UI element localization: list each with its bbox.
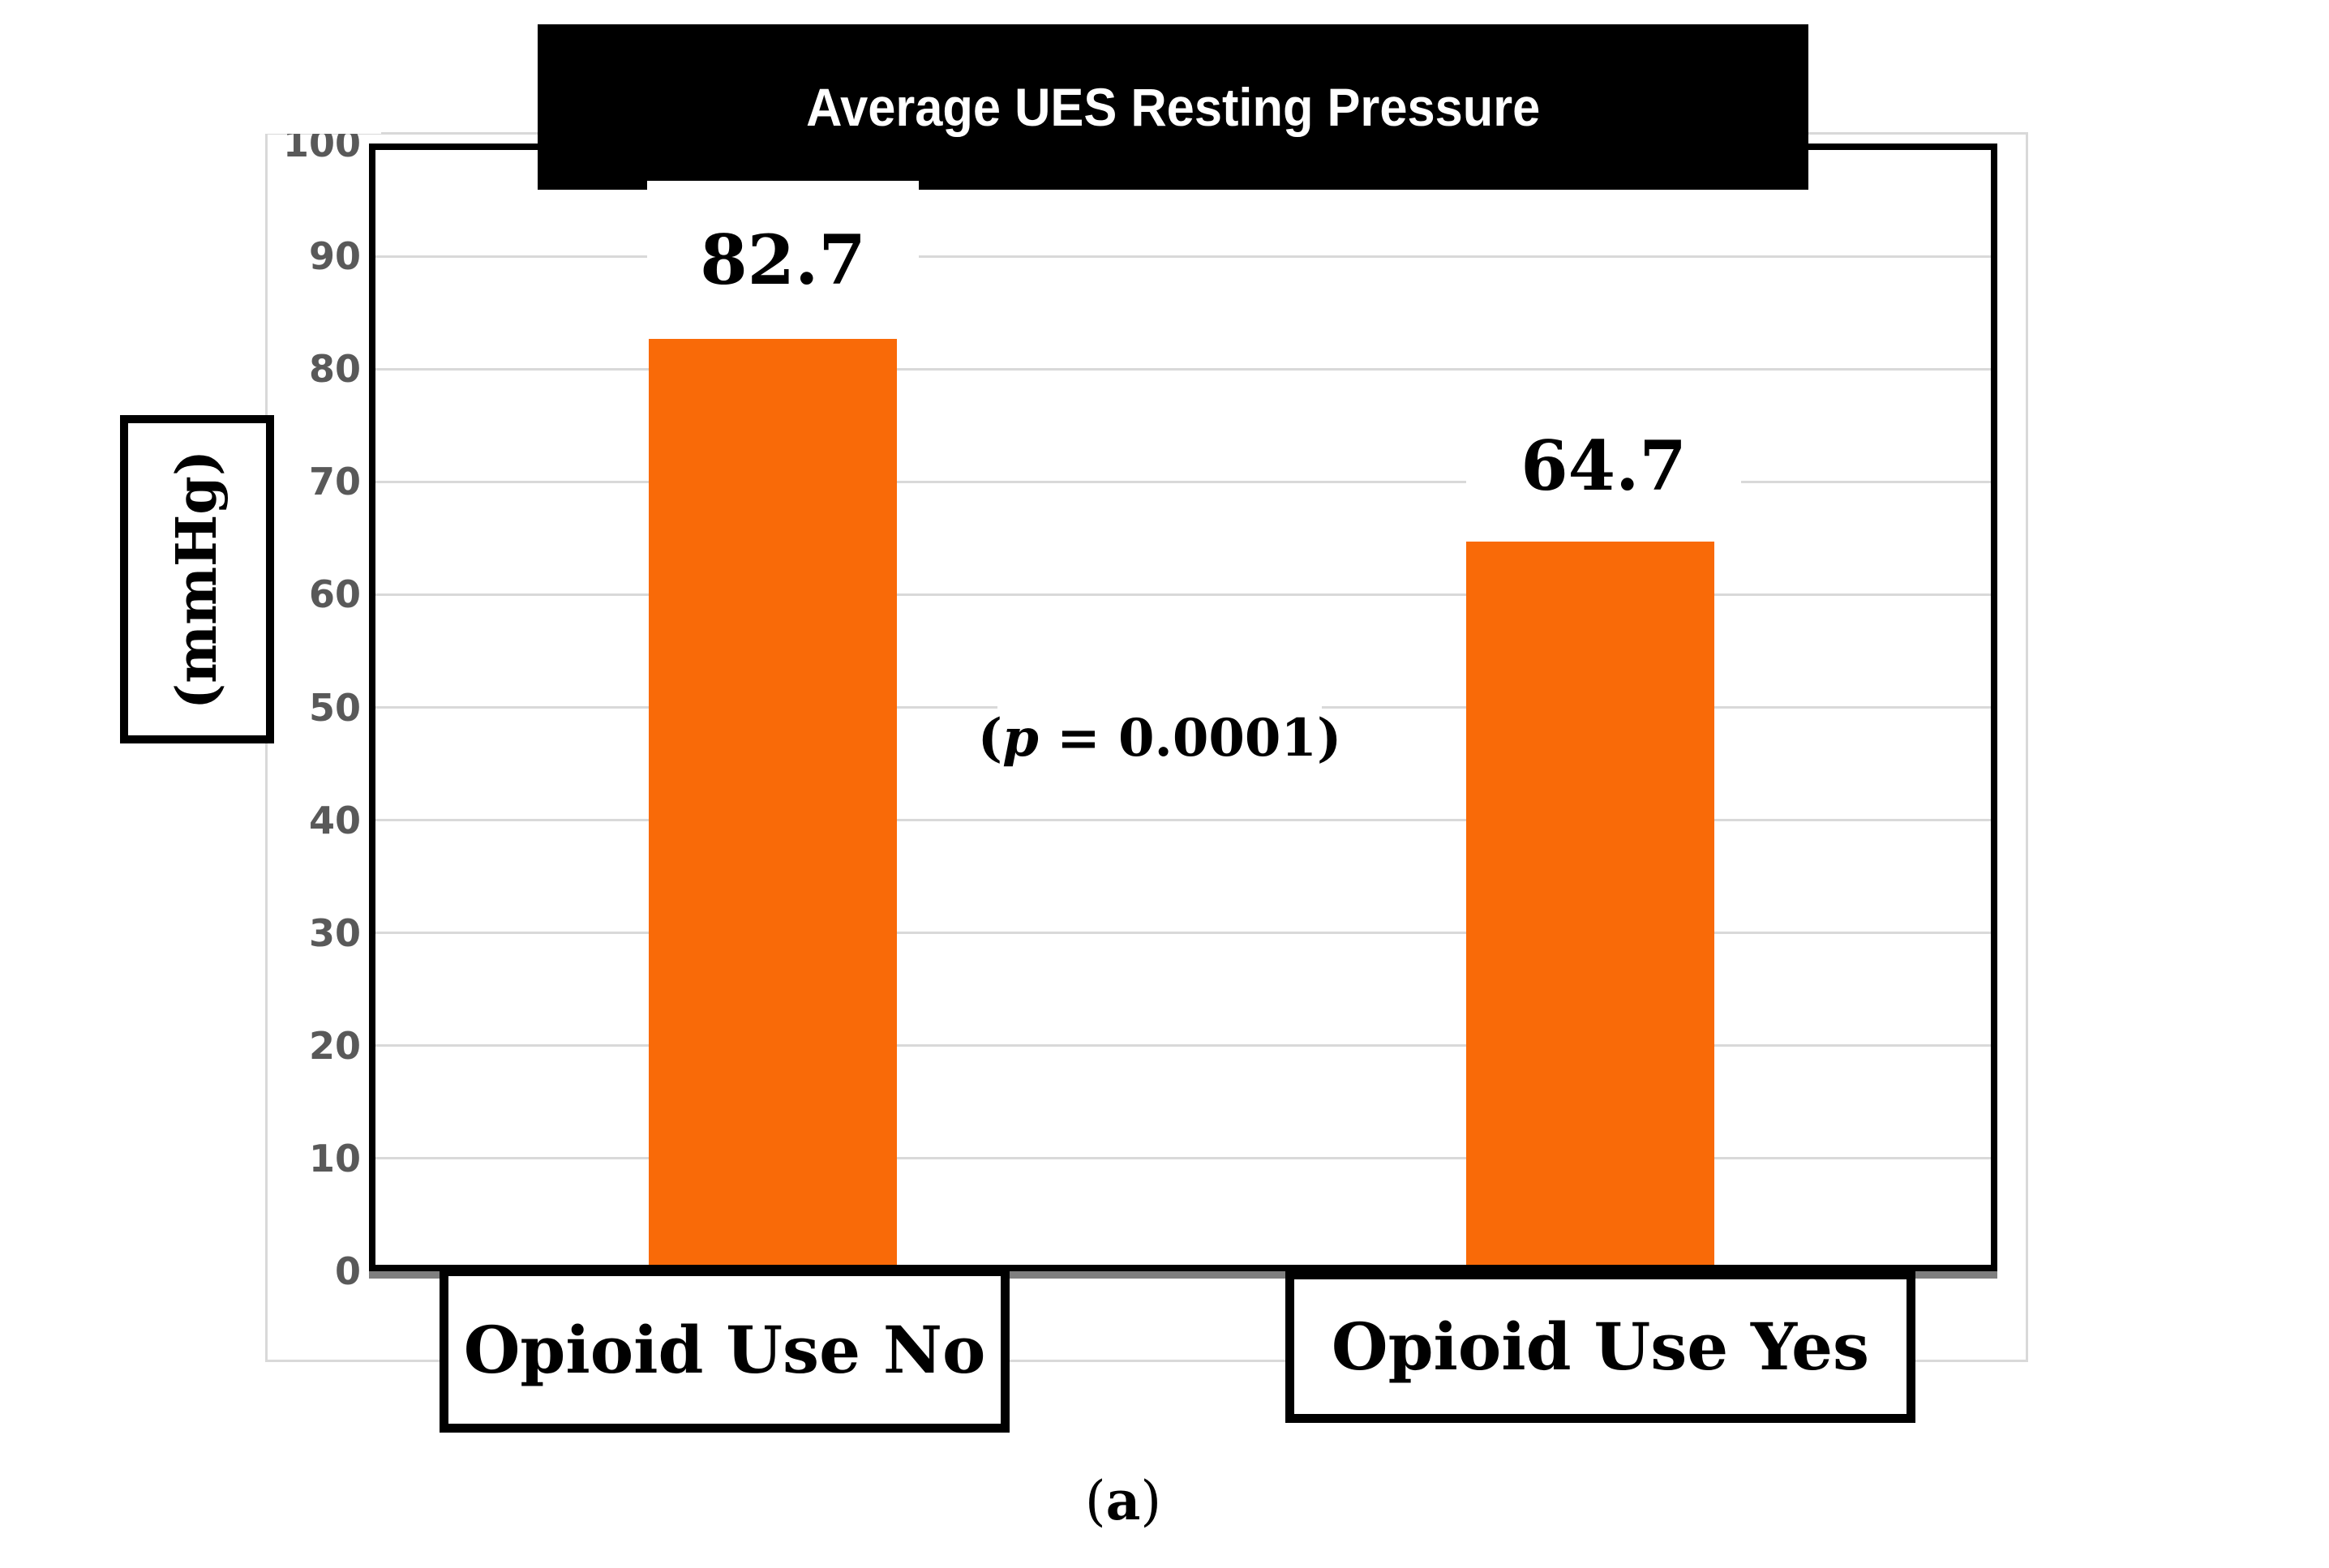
annotation-rest: = 0.0001)	[1038, 707, 1342, 769]
gridline-80	[369, 367, 1997, 371]
gridline-10	[369, 1157, 1997, 1160]
y-tick-label-30: 30	[308, 910, 361, 955]
annotation-p-symbol: p	[1002, 707, 1039, 769]
y-tick-label-70: 70	[308, 460, 361, 504]
plot-area	[369, 144, 1997, 1271]
gridline-30	[369, 932, 1997, 935]
gridline-70	[369, 480, 1997, 483]
y-tick-label-90: 90	[308, 234, 361, 279]
x-axis-line	[369, 1271, 1997, 1279]
value-label-opioid-use-no: 82.7	[700, 220, 866, 300]
chart-title: Average UES Resting Pressure	[805, 77, 1541, 137]
y-tick-label-50: 50	[308, 685, 361, 730]
y-axis-label-box: (mmHg)	[120, 415, 274, 743]
y-tick-label-0: 0	[334, 1249, 361, 1293]
y-tick-label-40: 40	[308, 798, 361, 842]
gridline-90	[369, 255, 1997, 258]
category-label-opioid-use-no: Opioid Use No	[463, 1312, 986, 1388]
gridline-60	[369, 593, 1997, 596]
category-label-opioid-use-yes: Opioid Use Yes	[1331, 1309, 1870, 1385]
y-tick-label-10: 10	[308, 1136, 361, 1180]
value-label-opioid-use-yes: 64.7	[1520, 425, 1687, 506]
chart-title-box: Average UES Resting Pressure	[538, 24, 1808, 190]
gridline-20	[369, 1044, 1997, 1047]
annotation-open: (	[977, 707, 1003, 769]
tick-label-clip	[261, 96, 381, 134]
y-tick-label-20: 20	[308, 1023, 361, 1068]
gridline-40	[369, 819, 1997, 822]
p-value-annotation: (p = 0.0001)	[978, 685, 1341, 790]
caption-open: (	[1084, 1470, 1106, 1532]
bar-opioid-use-yes	[1466, 542, 1714, 1271]
value-label-patch-yes: 64.7	[1466, 389, 1741, 542]
y-tick-label-60: 60	[308, 572, 361, 617]
bar-opioid-use-no	[649, 338, 897, 1271]
caption-letter: a	[1105, 1469, 1141, 1532]
category-box-opioid-use-no: Opioid Use No	[440, 1267, 1010, 1433]
caption-close: )	[1140, 1470, 1162, 1532]
value-label-patch-no: 82.7	[647, 181, 919, 339]
panel-caption: (a)	[1002, 1469, 1245, 1532]
y-tick-label-80: 80	[308, 347, 361, 392]
category-box-opioid-use-yes: Opioid Use Yes	[1285, 1270, 1915, 1423]
